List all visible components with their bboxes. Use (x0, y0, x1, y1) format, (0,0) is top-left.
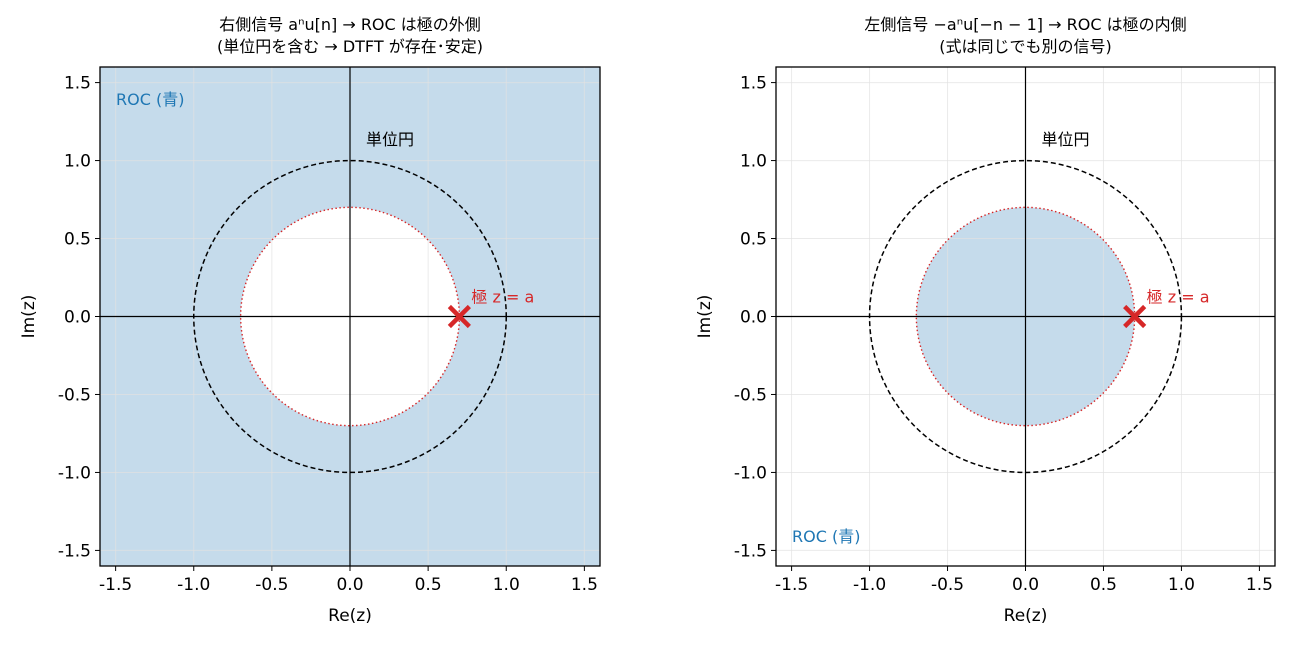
y-tick-label: 0.5 (740, 230, 767, 250)
y-tick-label: 0.5 (64, 230, 91, 250)
left-panel: 極 z = a 単位円 ROC (青) -1.5 -1.5 -1.0 -1.0 -0.5 -0.… (19, 15, 601, 626)
pole-marker (447, 304, 471, 329)
y-tick-label: 1.5 (64, 74, 91, 94)
x-tick-label: 1.0 (493, 575, 520, 595)
unit-circle (193, 159, 507, 474)
x-tick-label: 1.5 (1246, 575, 1273, 595)
y-tick-label: -1.5 (734, 541, 767, 561)
plot-area: 極 z = a 単位円 ROC (青) (776, 67, 1275, 566)
y-tick-label: 1.5 (740, 74, 767, 94)
x-tick-label: -0.5 (255, 575, 288, 595)
x-tick-label: 0.5 (415, 575, 442, 595)
pole-marker (1123, 304, 1147, 329)
right-panel: 極 z = a 単位円 ROC (青) -1.5 -1.5 -1.0 -1.0 -0.5 -0.… (695, 15, 1276, 626)
pole-label: 極 z = a (471, 288, 534, 307)
y-tick-label: 1.0 (64, 152, 91, 172)
y-tick-label: 0.0 (740, 308, 767, 328)
roc-label: ROC (青) (116, 90, 184, 109)
roc-label: ROC (青) (792, 527, 860, 546)
x-tick-label: -0.5 (931, 575, 964, 595)
y-tick-label: 1.0 (740, 152, 767, 172)
pole-label: 極 z = a (1147, 288, 1210, 307)
y-tick-label: -1.0 (58, 463, 91, 483)
x-axis-label: Re(z) (1004, 606, 1048, 626)
x-tick-label: -1.5 (775, 575, 808, 595)
chart-title: 左側信号 −aⁿu[−n − 1] → ROC は極の内側 (864, 15, 1186, 34)
plot-area: 極 z = a 単位円 ROC (青) (100, 67, 600, 566)
y-axis-label: Im(z) (19, 295, 39, 339)
x-tick-label: -1.0 (853, 575, 886, 595)
x-tick-label: 1.0 (1168, 575, 1195, 595)
y-tick-label: -0.5 (734, 385, 767, 405)
chart-title: 右側信号 aⁿu[n] → ROC は極の外側 (219, 15, 481, 34)
unit-circle-label: 単位円 (366, 130, 414, 149)
x-tick-label: 0.0 (1012, 575, 1039, 595)
x-tick-label: -1.5 (99, 575, 132, 595)
x-axis-label: Re(z) (328, 606, 372, 626)
y-tick-label: -1.0 (734, 463, 767, 483)
chart-subtitle: (単位円を含む → DTFT が存在･安定) (217, 37, 483, 56)
unit-circle-label: 単位円 (1042, 130, 1090, 149)
unit-circle (868, 159, 1183, 474)
chart-subtitle: (式は同じでも別の信号) (939, 37, 1112, 56)
x-tick-label: 0.5 (1090, 575, 1117, 595)
x-tick-label: 1.5 (571, 575, 598, 595)
y-tick-label: -1.5 (58, 541, 91, 561)
x-tick-label: -1.0 (177, 575, 210, 595)
x-tick-label: 0.0 (336, 575, 363, 595)
y-axis-label: Im(z) (695, 295, 715, 339)
y-tick-label: 0.0 (64, 308, 91, 328)
y-tick-label: -0.5 (58, 385, 91, 405)
roc-region (100, 67, 600, 566)
